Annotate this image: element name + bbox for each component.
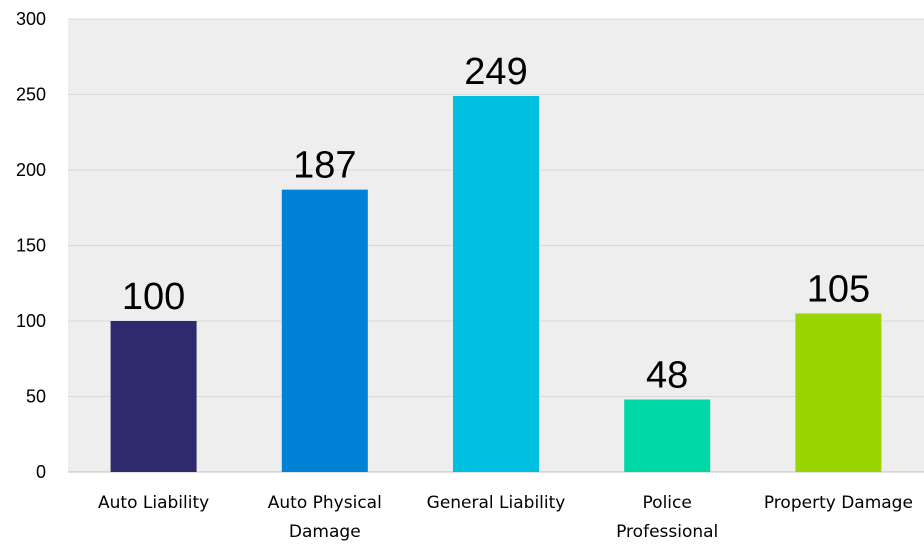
- y-tick-label: 0: [36, 462, 46, 482]
- data-label: 105: [807, 268, 870, 310]
- y-tick-label: 200: [16, 160, 46, 180]
- y-tick-label: 300: [16, 9, 46, 29]
- bar: [453, 96, 539, 472]
- y-axis-ticks: 0 50 100 150 200 250 300: [16, 9, 46, 482]
- category-label: Property Damage: [764, 493, 913, 513]
- y-tick-label: 100: [16, 311, 46, 331]
- bar: [624, 399, 711, 472]
- category-label: Auto Liability: [98, 493, 209, 513]
- bar: [110, 321, 197, 472]
- data-labels: 100 187 249 48 105: [122, 51, 870, 397]
- bar: [281, 189, 368, 472]
- category-label: Police Professional: [616, 493, 718, 542]
- y-tick-label: 250: [16, 85, 46, 105]
- data-label: 249: [464, 51, 527, 93]
- bar: [795, 313, 882, 472]
- y-tick-label: 50: [26, 387, 46, 407]
- data-label: 48: [646, 355, 688, 397]
- data-label: 100: [122, 276, 185, 318]
- bars: [110, 96, 882, 472]
- category-label: General Liability: [427, 493, 566, 513]
- category-labels: Auto Liability Auto Physical Damage General…: [98, 493, 913, 542]
- category-label: Auto Physical Damage: [268, 493, 382, 542]
- data-label: 187: [293, 145, 356, 187]
- y-tick-label: 150: [16, 236, 46, 256]
